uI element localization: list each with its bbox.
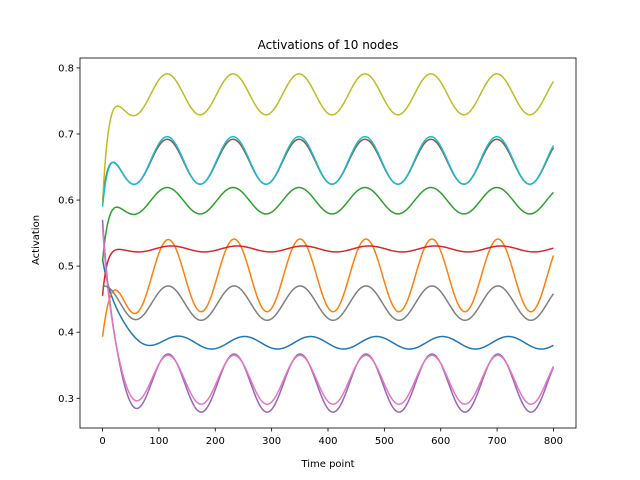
y-tick-label: 0.8 bbox=[58, 63, 74, 74]
x-tick-label: 800 bbox=[544, 436, 563, 447]
axes-group: 0 100 200 300 400 500 600 700 800 0.3 0.4 0.5 0.6 0.7… bbox=[58, 57, 577, 447]
y-axis-label: Activation bbox=[31, 215, 42, 265]
series-line-1 bbox=[101, 259, 554, 350]
series-line-3 bbox=[101, 186, 554, 262]
x-tick-label: 300 bbox=[262, 436, 281, 447]
series-group bbox=[101, 73, 555, 413]
x-tick-label: 0 bbox=[99, 436, 105, 447]
series-line-7 bbox=[101, 226, 555, 405]
y-tick-label: 0.5 bbox=[58, 262, 74, 273]
x-tick-label: 100 bbox=[149, 436, 168, 447]
series-line-2 bbox=[101, 238, 555, 337]
y-tick-label: 0.7 bbox=[58, 129, 74, 140]
x-tick-label: 200 bbox=[206, 436, 225, 447]
x-tick-label: 600 bbox=[431, 436, 450, 447]
y-tick-label: 0.6 bbox=[58, 196, 74, 207]
y-tick-label: 0.4 bbox=[58, 328, 74, 339]
series-line-10 bbox=[101, 135, 555, 207]
series-line-4 bbox=[101, 245, 554, 296]
x-tick-label: 700 bbox=[488, 436, 507, 447]
series-line-9 bbox=[101, 73, 555, 204]
series-line-8 bbox=[102, 285, 555, 322]
y-tick-label: 0.3 bbox=[58, 394, 74, 405]
x-axis-label: Time point bbox=[300, 459, 354, 470]
x-tick-label: 500 bbox=[375, 436, 394, 447]
chart-title: Activations of 10 nodes bbox=[258, 38, 399, 52]
x-tick-label: 400 bbox=[318, 436, 337, 447]
